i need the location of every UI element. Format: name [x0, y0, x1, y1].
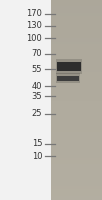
Bar	[56, 73, 80, 83]
Text: 15: 15	[32, 139, 42, 148]
Text: 170: 170	[26, 9, 42, 19]
Bar	[57, 76, 79, 81]
Bar	[0, 0, 51, 200]
Text: 40: 40	[32, 82, 42, 90]
Text: 55: 55	[32, 64, 42, 73]
Bar	[57, 62, 81, 71]
Bar	[51, 0, 102, 200]
Text: 10: 10	[32, 152, 42, 161]
Text: 100: 100	[27, 34, 42, 43]
Text: 25: 25	[32, 109, 42, 118]
Text: 130: 130	[26, 21, 42, 30]
Bar	[56, 59, 82, 74]
Text: 70: 70	[32, 49, 42, 58]
Text: 35: 35	[32, 92, 42, 101]
